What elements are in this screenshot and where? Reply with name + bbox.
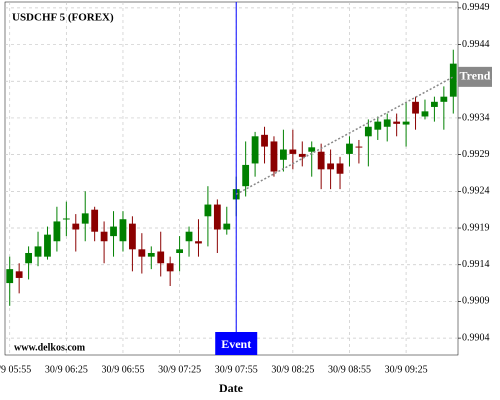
candle-body [355,146,363,148]
candle-body [261,134,268,147]
candle-body [421,111,429,117]
y-tick-label: 0.9924 [462,186,490,197]
candle-body [72,223,80,230]
candle-body [270,141,278,172]
candle-body [147,252,155,257]
candle-body [251,136,259,164]
x-tick-label: 30/9 09:25 [385,364,428,375]
x-tick-label: 30/9 06:25 [45,364,88,375]
chart-title: USDCHF 5 (FOREX) [12,12,114,24]
candle-body [440,96,448,102]
candle-body [298,153,306,157]
candle-body [364,126,372,137]
y-tick-label: 0.9919 [462,222,490,233]
candle-body [204,204,212,217]
candle-body [374,121,382,130]
watermark: www.delkos.com [14,342,86,353]
candle-body [6,269,14,284]
x-tick-label: 30/9 05:55 [0,364,31,375]
candles [6,49,457,306]
candle-body [91,209,99,232]
y-tick-label: 0.9949 [462,2,490,13]
x-tick-label: 30/9 08:25 [271,364,314,375]
y-tick-label: 0.9929 [462,149,490,160]
candle-body [62,218,70,220]
event-label-box [215,332,258,355]
candle-body [53,221,61,242]
candle-body [412,101,419,114]
x-axis-label: Date [219,381,244,395]
candle-body [119,219,127,242]
x-tick-label: 30/9 07:25 [158,364,201,375]
annotations: Event Trend [215,2,492,355]
y-tick-label: 0.9904 [462,332,490,343]
candle-body [242,164,250,187]
candle-body [176,249,183,253]
candle-body [44,234,51,257]
plot-area [4,1,459,356]
y-tick-label: 0.9914 [462,259,490,270]
x-tick-label: 30/9 06:55 [101,364,144,375]
x-tick-label: 30/9 07:55 [215,364,258,375]
candle-body [34,246,42,257]
candle-body [15,271,23,278]
candle-body [166,263,174,272]
candle-body [129,223,136,250]
event-label: Event [221,337,251,351]
candle-body [100,231,108,242]
candle-body [25,252,32,264]
candle-body [110,226,117,237]
candle-body [289,149,297,154]
candle-body [280,149,287,160]
candle-body [157,251,165,264]
candle-body [431,101,438,107]
trend-line [235,76,454,195]
candle-body [195,241,202,244]
candle-body [185,231,193,242]
candle-body [317,151,325,170]
candle-body [223,223,231,230]
candle-body [308,147,316,152]
y-tick-label: 0.9934 [462,112,490,123]
x-tick-label: 30/9 08:55 [328,364,371,375]
y-tick-label: 0.9944 [462,39,490,50]
candle-body [393,121,401,124]
candle-body [327,163,334,170]
candle-body [138,249,146,257]
candle-body [402,121,410,125]
trend-label-box [458,66,492,87]
candle-body [81,213,89,224]
y-tick-label: 0.9909 [462,296,490,307]
candle-body [213,204,221,230]
trend-label: Trend [460,69,491,83]
candle-body [449,63,457,97]
candle-body [383,119,391,127]
candle-body [346,143,353,154]
candle-body [336,163,344,174]
